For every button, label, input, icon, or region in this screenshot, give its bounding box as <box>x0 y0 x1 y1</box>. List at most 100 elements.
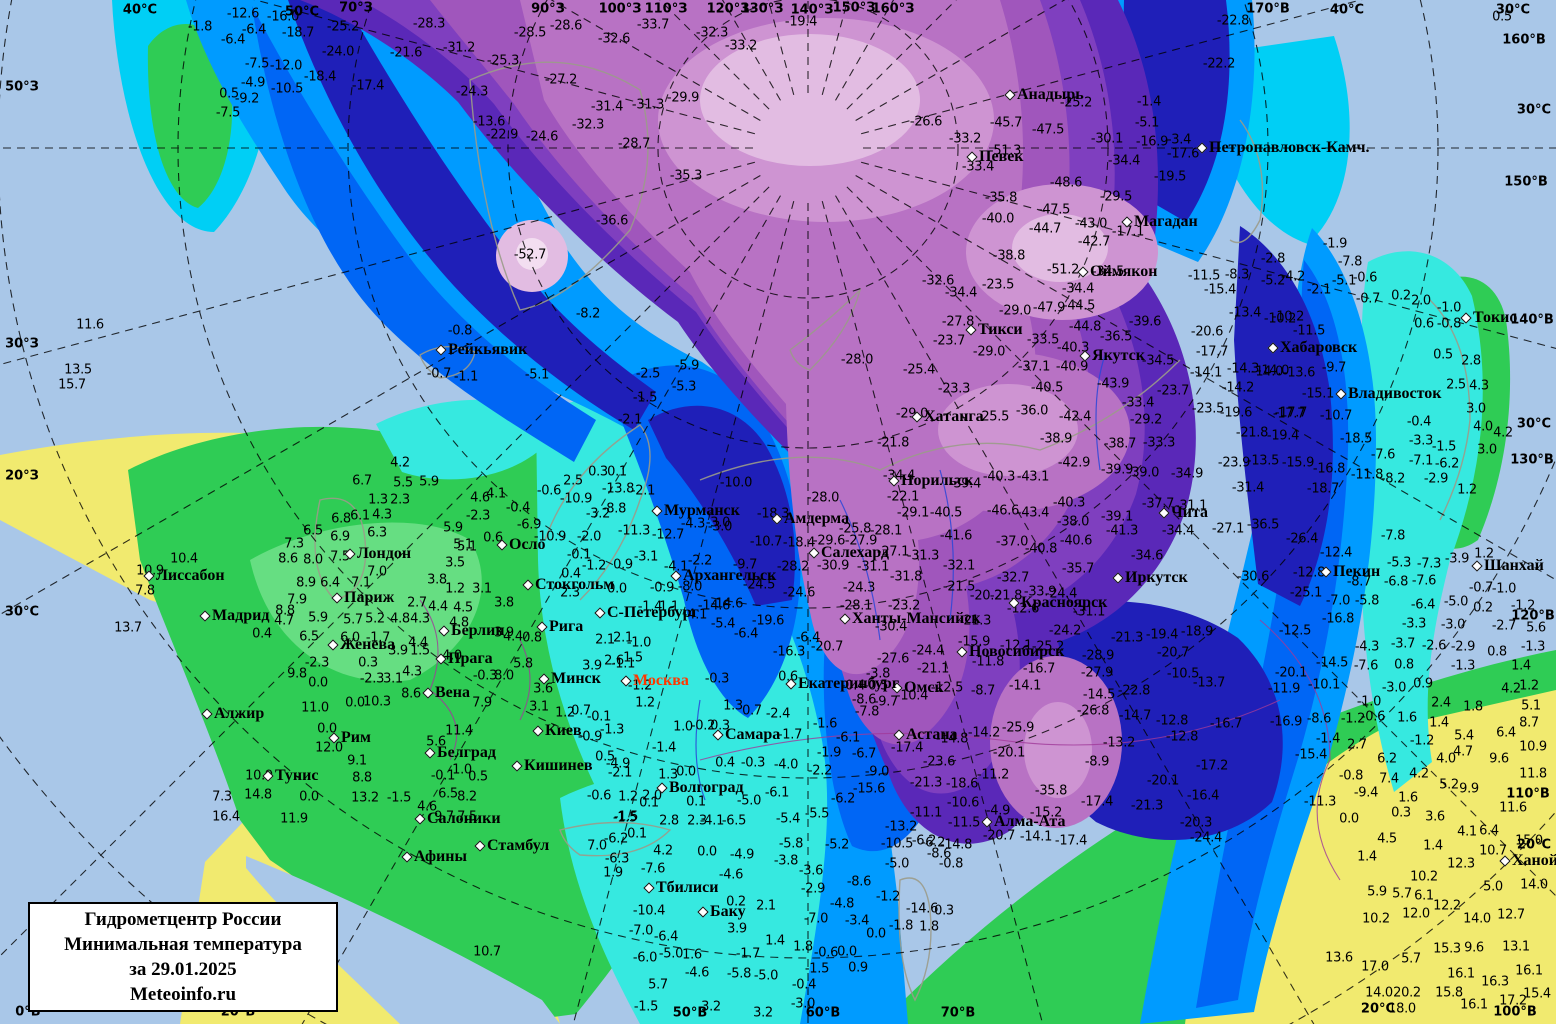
temp-label: -1.5 <box>633 391 657 406</box>
temp-label: 10.4 <box>170 552 198 567</box>
temp-label: -6.1 <box>836 731 860 746</box>
temp-label: -10.4 <box>633 904 665 919</box>
city-label: Ханты-Мансийск <box>839 610 981 628</box>
temp-label: 3.9 <box>494 626 514 641</box>
temp-label: -5.8 <box>727 967 751 982</box>
temp-label: 6.5 <box>303 524 323 539</box>
temp-label: -23.5 <box>982 278 1014 293</box>
temp-label: 6.2 <box>1377 752 1397 767</box>
temp-label: -18.5 <box>1340 432 1372 447</box>
legend-subtitle: Минимальная температура <box>30 934 336 956</box>
temp-label: -40.5 <box>930 506 962 521</box>
temp-label: 5.1 <box>453 538 473 553</box>
legend-date: за 29.01.2025 <box>30 959 336 981</box>
temp-label: 7.0 <box>367 565 387 580</box>
temp-label: -0.4 <box>506 501 530 516</box>
city-label: Оймякон <box>1077 263 1157 281</box>
temp-label: -6.4 <box>242 23 266 38</box>
city-marker-icon <box>344 548 356 560</box>
temp-label: -33.3 <box>1143 436 1175 451</box>
city-name: Певек <box>979 148 1024 166</box>
temp-label: -3.1 <box>634 550 658 565</box>
temp-label: -5.1 <box>525 368 549 383</box>
temp-label: 1.4 <box>1429 716 1449 731</box>
temp-label: -12.8 <box>1166 730 1198 745</box>
temp-label: -11.8 <box>1351 468 1383 483</box>
country-borders <box>419 599 1341 881</box>
city-name: Рейкьявик <box>448 341 527 359</box>
city-marker-icon <box>771 513 783 525</box>
temp-label: -4.6 <box>685 966 709 981</box>
city-label: Мурманск <box>651 502 740 520</box>
temp-label: -34.4 <box>1162 524 1194 539</box>
city-name: Пекин <box>1333 563 1380 581</box>
temp-label: -2.2 <box>688 554 712 569</box>
temp-label: 8.9 <box>296 576 316 591</box>
temp-label: 5.9 <box>443 521 463 536</box>
temp-label: 17.2 <box>1499 994 1527 1009</box>
city-label: Салехард <box>808 544 889 562</box>
temp-label: -34.4 <box>945 286 977 301</box>
temp-label: -34.4 <box>1062 282 1094 297</box>
city-label: Рига <box>536 618 583 636</box>
temp-label: 0.1 <box>639 796 659 811</box>
city-label: Стамбул <box>474 837 549 855</box>
temp-label: 7.3 <box>212 790 232 805</box>
temp-label: -10.7 <box>1320 409 1352 424</box>
temp-label: -5.1 <box>1332 274 1356 289</box>
city-name: Самара <box>725 726 780 744</box>
temp-label: -8.7 <box>1347 575 1371 590</box>
city-name: Иркутск <box>1125 569 1188 587</box>
temp-label: -0.4 <box>841 679 865 694</box>
temp-label: -31.1 <box>1175 499 1207 514</box>
temp-label: -0.3 <box>705 672 729 687</box>
temp-label: 16.1 <box>1460 998 1488 1013</box>
coordinate-edge-label: 30°С <box>1496 3 1530 18</box>
city-label: Берлин <box>438 622 505 640</box>
temp-label: 5.1 <box>1521 699 1541 714</box>
city-name: Кишинев <box>524 757 593 775</box>
temp-label: 1.4 <box>765 934 785 949</box>
temp-label: -43.0 <box>1075 217 1107 232</box>
temp-label: -19.6 <box>752 614 784 629</box>
temp-label: -19.4 <box>1146 628 1178 643</box>
city-label: Вена <box>422 684 470 702</box>
temp-label: 3.0 <box>1477 443 1497 458</box>
temp-label: -6.4 <box>796 631 820 646</box>
temp-label: -37.0 <box>996 535 1028 550</box>
city-name: Омск <box>904 679 944 697</box>
coordinate-edge-label: 140°В <box>1510 313 1554 328</box>
temp-label: -3.0 <box>706 516 730 531</box>
temp-label: -27.1 <box>877 545 909 560</box>
temp-label: -12.5 <box>931 681 963 696</box>
city-marker-icon <box>331 592 343 604</box>
temp-label: 2.1 <box>613 631 633 646</box>
temp-label: 6.7 <box>352 474 372 489</box>
legend-title: Гидрометцентр России <box>30 909 336 931</box>
city-name: Прага <box>448 650 493 668</box>
temp-label: -23.7 <box>933 334 965 349</box>
temp-label: -31.1 <box>1073 605 1105 620</box>
temp-label: 2.1 <box>595 633 615 648</box>
temp-label: 0.7 <box>571 704 591 719</box>
temp-label: 0.4 <box>252 627 272 642</box>
city-name: Париж <box>344 589 394 607</box>
temp-label: -52.7 <box>514 248 546 263</box>
city-name: Мадрид <box>212 607 269 625</box>
temp-label: 0.3 <box>588 465 608 480</box>
temp-label: -15.1 <box>1302 387 1334 402</box>
temp-label: -2.1 <box>618 413 642 428</box>
temp-label: 8.6 <box>401 687 421 702</box>
temp-label: 2.8 <box>659 814 679 829</box>
temp-label: 5.7 <box>648 978 668 993</box>
temp-label: -25.1 <box>1290 586 1322 601</box>
temp-label: -6.2 <box>912 834 936 849</box>
city-name: Осло <box>509 536 546 554</box>
temp-label: 0.1 <box>686 795 706 810</box>
temp-label: -0.3 <box>741 756 765 771</box>
temp-label: -2.9 <box>1424 472 1448 487</box>
temp-label: -5.0 <box>754 969 778 984</box>
temp-label: -17.7 <box>1275 406 1307 421</box>
temp-label: -1.2 <box>876 890 900 905</box>
city-name: Москва <box>633 672 689 690</box>
